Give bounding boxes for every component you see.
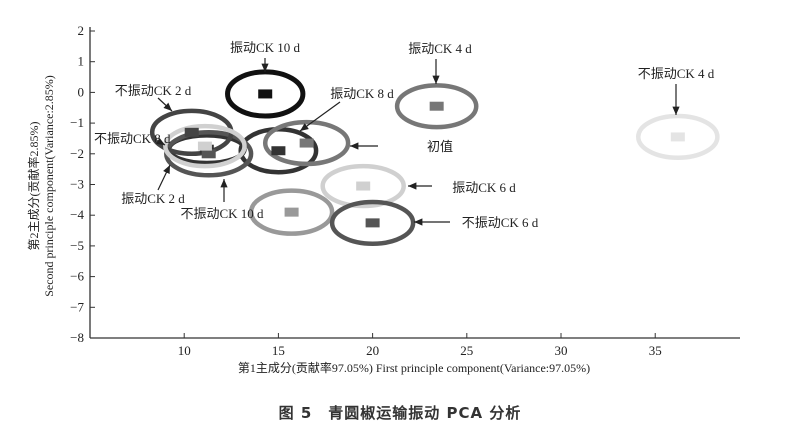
x-tick-label: 35 <box>649 343 662 358</box>
y-tick-label: −2 <box>70 146 84 161</box>
annotation-arrow <box>157 164 171 191</box>
annotation-label: 初值 <box>427 139 453 154</box>
group-centroid-marker <box>184 127 199 137</box>
annotation-label: 振动CK 8 d <box>330 86 394 101</box>
figure-caption: 图 5 青圆椒运输振动 PCA 分析 <box>278 404 522 422</box>
annotation-label: 振动CK 6 d <box>452 180 516 195</box>
group-centroid-marker <box>299 138 314 148</box>
x-tick-label: 25 <box>460 343 473 358</box>
group-centroid-marker <box>197 141 212 151</box>
y-axis-label-en: Second principle component(Variance:2.85… <box>42 75 56 297</box>
annotations: 振动CK 10 d 振动CK 4 d 不振动CK 4 d 不振动CK 2 d 振动CK … <box>94 40 715 230</box>
x-tick-label: 20 <box>366 343 379 358</box>
y-tick-label: 2 <box>78 23 85 38</box>
annotation-arrow <box>157 97 173 112</box>
annotation-label: 振动CK 10 d <box>230 40 301 55</box>
group-centroid-marker <box>271 146 286 156</box>
pca-chart: 210−1−2−3−4−5−6−7−810 15 20 25 30 35 振动CK 10 … <box>26 23 740 375</box>
group-centroid-marker <box>365 218 380 228</box>
group-ellipse <box>329 199 416 247</box>
axes: 210−1−2−3−4−5−6−7−810 15 20 25 30 35 <box>70 23 740 358</box>
y-tick-label: −6 <box>70 269 84 284</box>
group-centroid-marker <box>284 207 299 217</box>
group-centroid-marker <box>670 132 685 142</box>
group-ellipse <box>248 188 335 236</box>
annotation-label: 振动CK 4 d <box>408 41 472 56</box>
group-centroid-marker <box>429 101 444 111</box>
x-tick-label: 15 <box>272 343 285 358</box>
annotation-label: 不振动CK 2 d <box>115 83 192 98</box>
y-tick-label: 0 <box>78 84 85 99</box>
y-tick-label: −3 <box>70 177 84 192</box>
group-centroid-marker <box>356 181 371 191</box>
annotation-label: 不振动CK 6 d <box>462 215 539 230</box>
annotation-arrow <box>299 101 341 132</box>
x-tick-label: 30 <box>555 343 568 358</box>
y-tick-label: −8 <box>70 330 84 345</box>
annotation-label: 不振动CK 4 d <box>638 66 715 81</box>
annotation-label: 振动CK 2 d <box>121 191 185 206</box>
annotation-arrow <box>155 137 166 146</box>
y-axis-label-cn: 第2主成分(贡献率2.85%) <box>26 122 41 251</box>
annotation-label: 不振动CK 8 d <box>94 131 171 146</box>
group-centroid-marker <box>258 89 273 99</box>
group-ellipse <box>163 123 247 169</box>
y-tick-label: −7 <box>70 299 84 314</box>
y-tick-label: −4 <box>70 207 84 222</box>
x-axis-label: 第1主成分(贡献率97.05%) First principle compone… <box>238 360 590 375</box>
annotation-label: 不振动CK 10 d <box>180 206 264 221</box>
y-tick-label: 1 <box>78 54 85 69</box>
group-ellipse <box>394 83 479 130</box>
y-tick-label: −5 <box>70 238 84 253</box>
group-ellipse <box>636 113 720 161</box>
group-centroid-marker <box>201 149 216 159</box>
x-tick-label: 10 <box>178 343 191 358</box>
y-tick-label: −1 <box>70 115 84 130</box>
group-ellipse <box>262 119 351 167</box>
group-ellipse <box>320 163 406 209</box>
